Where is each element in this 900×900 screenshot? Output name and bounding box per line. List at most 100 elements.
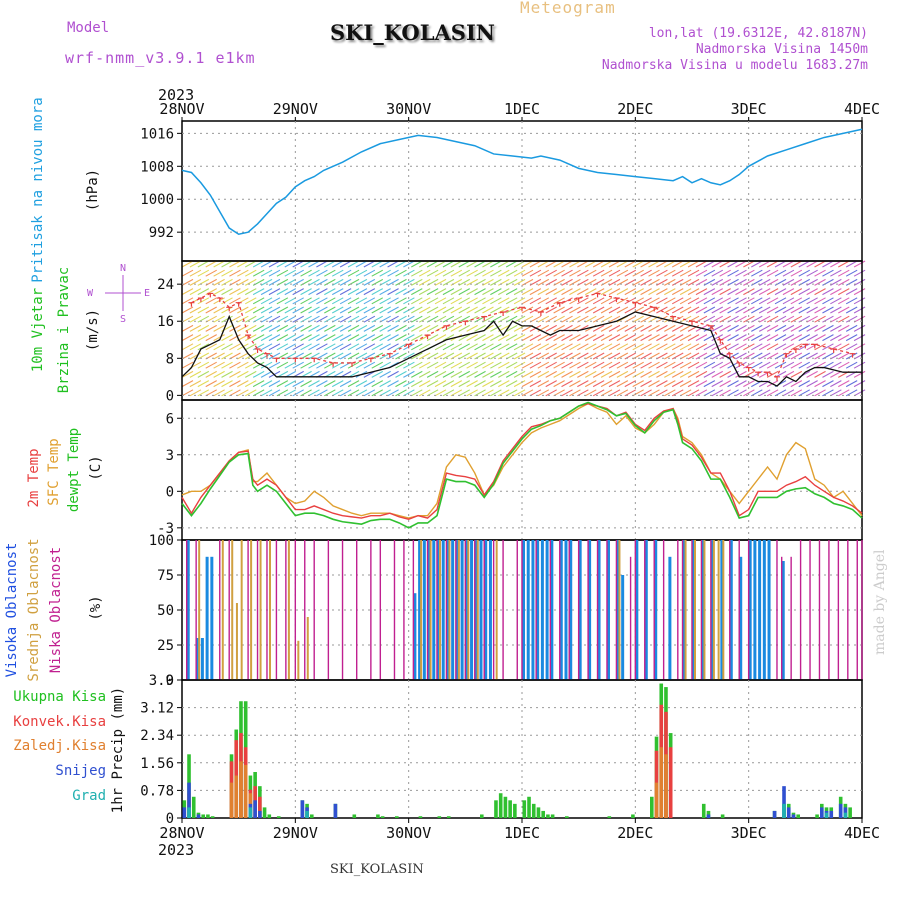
- wind-barb: [411, 380, 423, 388]
- wind-barb: [331, 315, 344, 323]
- wind-barb: [521, 380, 534, 388]
- wind-barb: [845, 288, 858, 296]
- wind-barb: [426, 389, 439, 397]
- wind-barb: [490, 334, 502, 342]
- wind-barb: [316, 352, 328, 360]
- wind-barb: [584, 269, 597, 277]
- wind-barb: [197, 278, 210, 286]
- wind-barb: [814, 352, 826, 360]
- wind-barb: [237, 370, 249, 378]
- wind-barb: [822, 297, 834, 305]
- wind-barb: [656, 352, 668, 360]
- wind-barb: [505, 260, 518, 268]
- wind-barb: [774, 324, 787, 332]
- wind-barb: [284, 278, 297, 286]
- wind-barb: [442, 288, 455, 296]
- snow-bar: [182, 807, 187, 818]
- wind-barb: [213, 352, 225, 360]
- wind-barb: [513, 334, 526, 342]
- cloud-low-bar: [700, 540, 703, 680]
- wind-barb: [719, 343, 731, 351]
- cloud-high-bar: [526, 540, 530, 680]
- wind-barb: [450, 361, 463, 369]
- wind-barb: [490, 389, 502, 397]
- wind-barb: [814, 315, 826, 323]
- wind-barb: [426, 324, 439, 332]
- wind-barb: [379, 297, 391, 305]
- wind-barb: [308, 306, 320, 314]
- cloud-low-bar: [219, 540, 221, 680]
- wind-barb: [411, 288, 423, 296]
- wind-barb: [244, 315, 257, 323]
- wind-barb: [411, 306, 423, 314]
- wind-barb: [656, 315, 668, 323]
- wind-barb: [592, 324, 605, 332]
- cloud-high-bar: [460, 540, 464, 680]
- wind-barb: [205, 324, 217, 332]
- wind-barb: [458, 288, 471, 296]
- wind-barb: [664, 324, 676, 332]
- wind-barb: [300, 288, 312, 296]
- wind-barb: [687, 269, 700, 277]
- wind-barb: [387, 315, 399, 323]
- wind-barb: [648, 297, 660, 305]
- wind-barb: [790, 334, 803, 342]
- wind-barb: [252, 334, 265, 342]
- wind-barb: [466, 269, 478, 277]
- wind-barb: [347, 260, 360, 268]
- wind-barb: [458, 306, 471, 314]
- dewpt-temp-line: [181, 401, 863, 529]
- wind-barb: [505, 370, 518, 378]
- wind-barb: [782, 380, 795, 388]
- wind-gust-marker: [802, 343, 809, 349]
- wind-barb: [197, 352, 210, 360]
- wind-barb: [347, 352, 360, 360]
- wind-barb: [371, 380, 384, 388]
- wind-barb: [679, 334, 692, 342]
- wind-barb: [292, 361, 304, 369]
- wind-barb: [308, 288, 320, 296]
- wind-barb: [466, 343, 478, 351]
- wind-barb: [569, 334, 581, 342]
- wind-barb: [545, 288, 557, 296]
- wind-barb: [284, 324, 297, 332]
- wind-barb: [411, 260, 423, 268]
- wind-barb: [252, 260, 265, 268]
- wind-barb: [418, 288, 431, 296]
- wind-barb: [482, 361, 494, 369]
- wind-barb: [774, 288, 787, 296]
- wind-barb: [838, 343, 850, 351]
- cloud-low-bar: [356, 540, 358, 680]
- wind-barb: [229, 380, 241, 388]
- pressure-unit: (hPa): [85, 169, 101, 211]
- wind-barb: [592, 343, 605, 351]
- wind-barb: [529, 288, 542, 296]
- wind-barb: [450, 269, 463, 277]
- cloud-high-bar: [465, 540, 469, 680]
- wind-barb: [418, 297, 431, 305]
- wind-barb: [268, 380, 281, 388]
- cloud-mid-bar: [198, 540, 201, 680]
- wind-barb: [450, 380, 463, 388]
- wind-barb: [466, 306, 478, 314]
- wind-barb: [814, 380, 826, 388]
- wind-barb: [640, 306, 652, 314]
- wind-gust-marker: [481, 316, 488, 321]
- wind-barb: [687, 306, 700, 314]
- wind-barb: [442, 370, 455, 378]
- wind-barb: [727, 334, 739, 342]
- top-day-label: 29NOV: [273, 100, 318, 118]
- wind-barb: [608, 361, 621, 369]
- wind-barb: [260, 324, 273, 332]
- wind-barb: [213, 370, 225, 378]
- wind-barb: [608, 269, 621, 277]
- wind-barb: [584, 315, 597, 323]
- wind-barb: [735, 269, 747, 277]
- wind-barb: [474, 334, 486, 342]
- wind-barb: [561, 389, 573, 397]
- graupel-bar: [824, 812, 829, 818]
- wind-barb: [751, 334, 763, 342]
- wind-barb: [608, 260, 621, 268]
- wind-barb: [513, 260, 526, 268]
